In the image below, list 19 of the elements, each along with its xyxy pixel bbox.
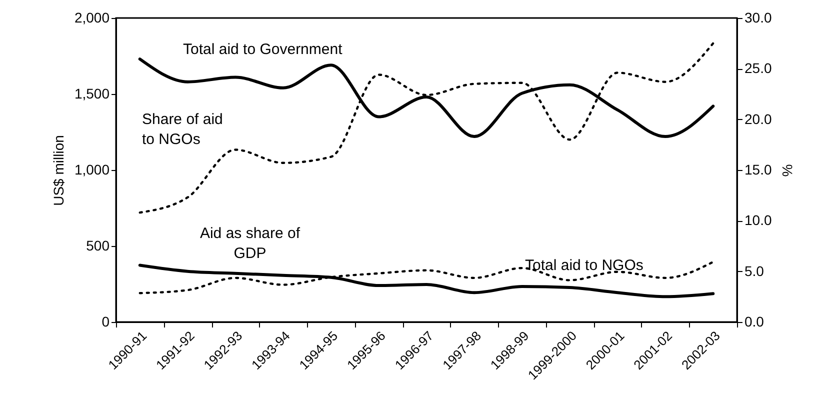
y2-tick-label: 0.0 [744,314,764,330]
y-tick-label: 2,000 [74,10,110,26]
series-label: Total aid to Government [183,41,344,58]
y-axis-title: US$ million [50,135,66,206]
series-label: Total aid to NGOs [525,257,644,274]
y2-tick-label: 15.0 [744,162,772,178]
y2-tick-label: 25.0 [744,60,772,76]
y-tick-label: 1,500 [74,86,110,102]
series-label: Aid as share of GDP [200,225,301,262]
y2-tick-label: 20.0 [744,110,772,127]
line-series [138,42,714,214]
y-tick-label: 500 [86,238,110,254]
y2-tick-label: 10.0 [744,212,772,228]
y-tick-label: 1,000 [74,162,110,178]
y2-axis-title: % [780,164,796,177]
series-label: Share of aid to NGOs [142,111,223,148]
y-tick-label: 0 [102,314,110,330]
y2-tick-label: 5.0 [744,262,764,279]
y2-tick-label: 30.0 [744,10,772,26]
